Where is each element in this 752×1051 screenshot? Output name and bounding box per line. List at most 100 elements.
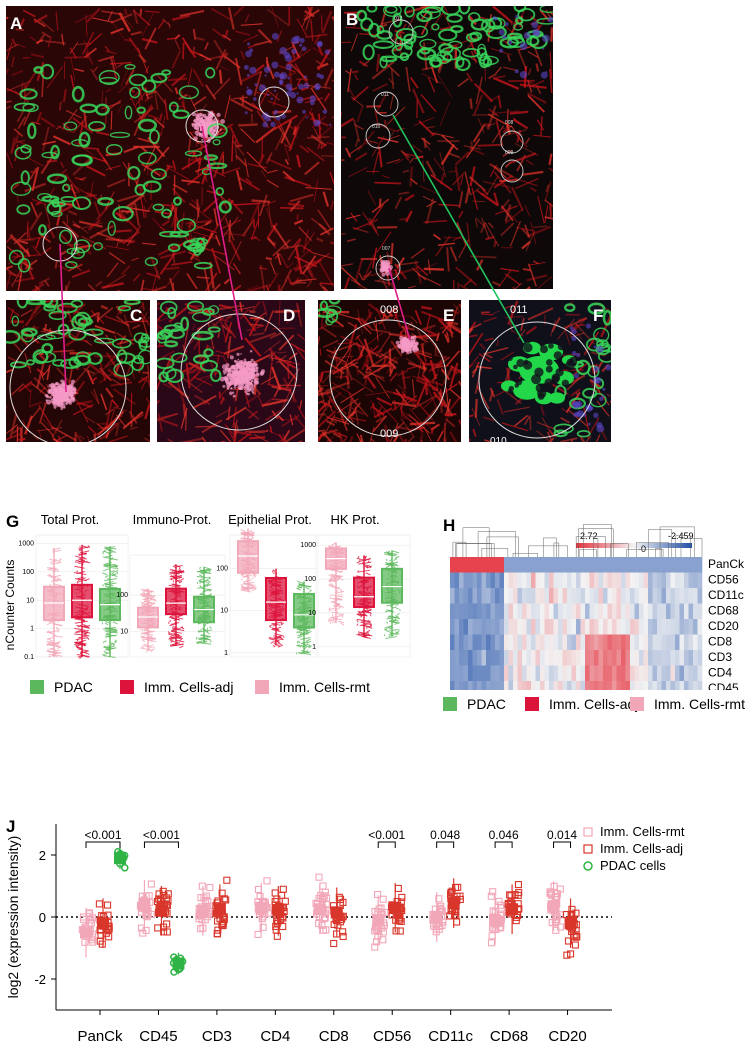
stroma-fiber: [375, 415, 387, 424]
panel-a-image: [6, 6, 334, 291]
g-data-point: [336, 611, 339, 614]
stroma-fiber: [257, 28, 273, 44]
h-cell: [463, 603, 469, 620]
epithelial-gland: [142, 180, 162, 193]
g-data-point: [46, 640, 58, 644]
immune-cell: [55, 386, 58, 389]
stroma-fiber: [181, 179, 200, 184]
stroma-fiber: [536, 276, 553, 289]
stroma-fiber: [40, 421, 54, 436]
g-tick-label: 1: [312, 644, 316, 651]
h-cell: [576, 588, 581, 604]
stroma-fiber: [227, 7, 235, 30]
h-cell: [535, 619, 541, 635]
stroma-fiber: [100, 304, 109, 310]
h-cell: [513, 557, 518, 573]
stroma-fiber: [232, 263, 241, 275]
stroma-fiber: [90, 376, 98, 383]
stroma-fiber: [96, 423, 105, 430]
g-data-point: [364, 607, 368, 611]
g-data-point: [49, 558, 57, 562]
h-cell: [459, 603, 464, 620]
stroma-fiber: [526, 91, 547, 104]
epithelial-gland: [107, 220, 116, 236]
stroma-fiber: [38, 404, 54, 429]
stroma-fiber: [82, 244, 92, 255]
stroma-fiber: [411, 144, 423, 153]
h-cell: [477, 572, 482, 589]
stroma-fiber: [299, 400, 303, 409]
h-cell: [648, 603, 653, 620]
g-data-point: [82, 623, 88, 627]
h-dendrogram-branch: [610, 543, 629, 557]
nuclei-dot: [284, 54, 293, 62]
nuclei-dot: [296, 92, 299, 95]
epithelial-gland: [173, 196, 182, 206]
h-cell: [639, 557, 644, 573]
stroma-fiber: [140, 279, 145, 291]
h-cell: [679, 557, 685, 573]
stroma-fiber: [301, 255, 317, 275]
g-data-point: [357, 555, 360, 559]
g-data-point: [389, 620, 400, 624]
stroma-fiber: [6, 42, 13, 61]
g-data-point: [306, 643, 312, 647]
g-data-point: [140, 629, 152, 632]
stroma-fiber: [394, 29, 405, 34]
legend-g-adj-swatch: [120, 680, 134, 694]
h-cell: [562, 603, 568, 620]
g-data-point: [209, 640, 212, 643]
g-data-point: [251, 588, 257, 592]
stroma-fiber: [42, 140, 56, 146]
stroma-fiber: [253, 70, 263, 97]
panel-letter-d: D: [283, 306, 296, 325]
stroma-fiber: [188, 218, 196, 228]
h-cell: [657, 572, 662, 589]
nuclei-dot: [602, 387, 606, 391]
epithelial-gland: [462, 48, 481, 58]
stroma-fiber: [362, 59, 370, 67]
immune-cell: [65, 401, 69, 405]
stroma-fiber: [106, 178, 126, 188]
g-ylabel: nCounter Counts: [3, 560, 17, 651]
immune-cell: [249, 381, 253, 385]
stroma-fiber: [544, 205, 549, 223]
stroma-fiber: [491, 125, 505, 144]
stroma-fiber: [40, 116, 56, 128]
epithelial-gland: [70, 247, 85, 259]
nuclei-dot: [299, 38, 305, 44]
stroma-fiber: [354, 405, 359, 425]
stroma-fiber: [459, 304, 461, 310]
g-data-point: [200, 637, 210, 641]
h-cell: [549, 603, 554, 620]
stroma-fiber: [105, 88, 112, 93]
epithelial-gland: [178, 85, 200, 100]
gap: [535, 383, 546, 393]
immune-cell: [63, 397, 68, 402]
h-cell: [603, 588, 608, 604]
stroma-fiber: [296, 154, 302, 168]
stroma-fiber: [479, 343, 486, 350]
stroma-fiber: [38, 277, 50, 285]
stroma-fiber: [172, 183, 188, 194]
stroma-fiber: [533, 225, 548, 228]
stroma-fiber: [575, 391, 581, 403]
g-data-point: [306, 640, 312, 644]
immune-cell: [69, 394, 73, 397]
epithelial-gland: [71, 154, 92, 166]
stroma-fiber: [321, 431, 333, 442]
stroma-fiber: [441, 410, 451, 435]
stroma-fiber: [75, 433, 83, 442]
stroma-fiber: [349, 436, 354, 442]
stroma-fiber: [289, 414, 294, 426]
stroma-fiber: [265, 130, 272, 136]
stroma-fiber: [400, 149, 411, 159]
stroma-fiber: [388, 78, 395, 86]
stroma-fiber: [571, 324, 583, 340]
h-row-label: CD11c: [708, 588, 744, 602]
g-data-point: [296, 630, 299, 634]
stroma-fiber: [241, 23, 263, 26]
stroma-fiber: [180, 375, 203, 394]
stroma-fiber: [412, 375, 434, 384]
